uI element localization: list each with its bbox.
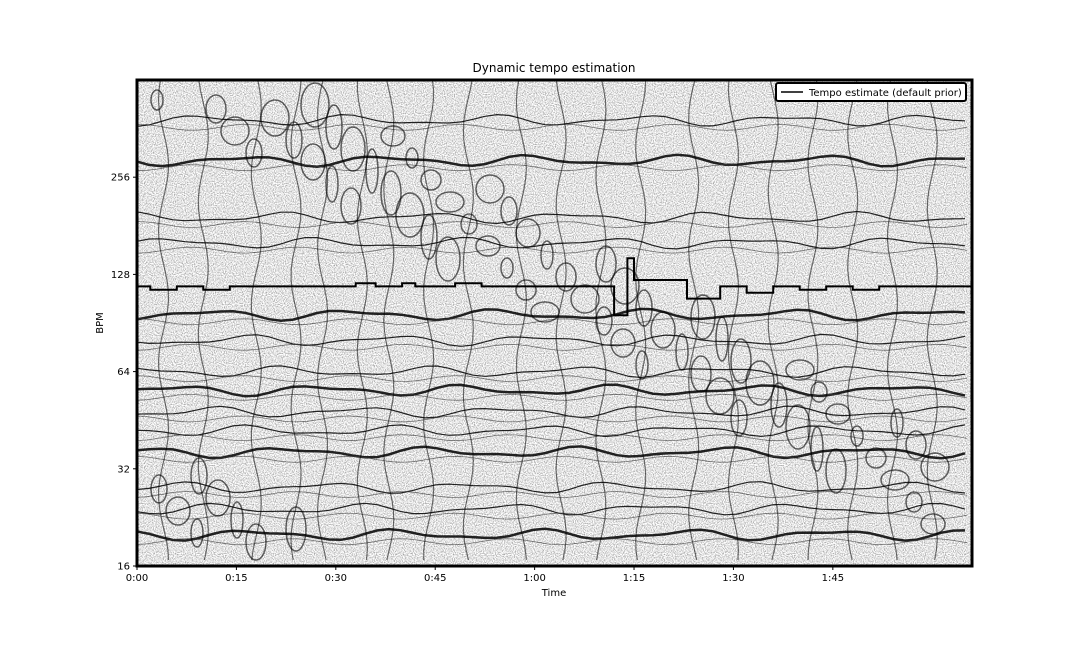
tempo-estimate-line xyxy=(137,257,972,317)
x-axis-ticks: 0:00 0:15 0:30 0:45 1:00 1:15 1:30 1:45 xyxy=(126,566,844,584)
x-tick-label: 0:00 xyxy=(126,573,148,584)
y-tick-label: 32 xyxy=(117,464,130,475)
y-axis-label: BPM xyxy=(95,312,106,334)
x-axis-label: Time xyxy=(541,588,566,599)
x-tick-label: 0:45 xyxy=(424,573,446,584)
heatmap-texture xyxy=(137,80,972,566)
plot-frame xyxy=(135,78,974,568)
x-tick-label: 0:15 xyxy=(225,573,247,584)
x-tick-label: 0:30 xyxy=(325,573,347,584)
y-tick-label: 64 xyxy=(117,367,130,378)
chart-title: Dynamic tempo estimation xyxy=(473,61,636,75)
x-tick-label: 1:00 xyxy=(523,573,545,584)
series-layer xyxy=(137,257,972,317)
x-tick-label: 1:45 xyxy=(822,573,844,584)
y-tick-label: 128 xyxy=(111,270,130,281)
y-tick-label: 16 xyxy=(117,562,130,573)
x-tick-label: 1:15 xyxy=(623,573,645,584)
legend-label: Tempo estimate (default prior) xyxy=(808,88,962,99)
legend-box xyxy=(775,82,967,102)
legend: Tempo estimate (default prior) xyxy=(775,82,967,102)
tempogram-heatmap xyxy=(137,80,972,566)
x-tick-label: 1:30 xyxy=(722,573,744,584)
y-axis-ticks: 16 32 64 128 256 xyxy=(111,173,137,573)
y-tick-label: 256 xyxy=(111,173,130,184)
